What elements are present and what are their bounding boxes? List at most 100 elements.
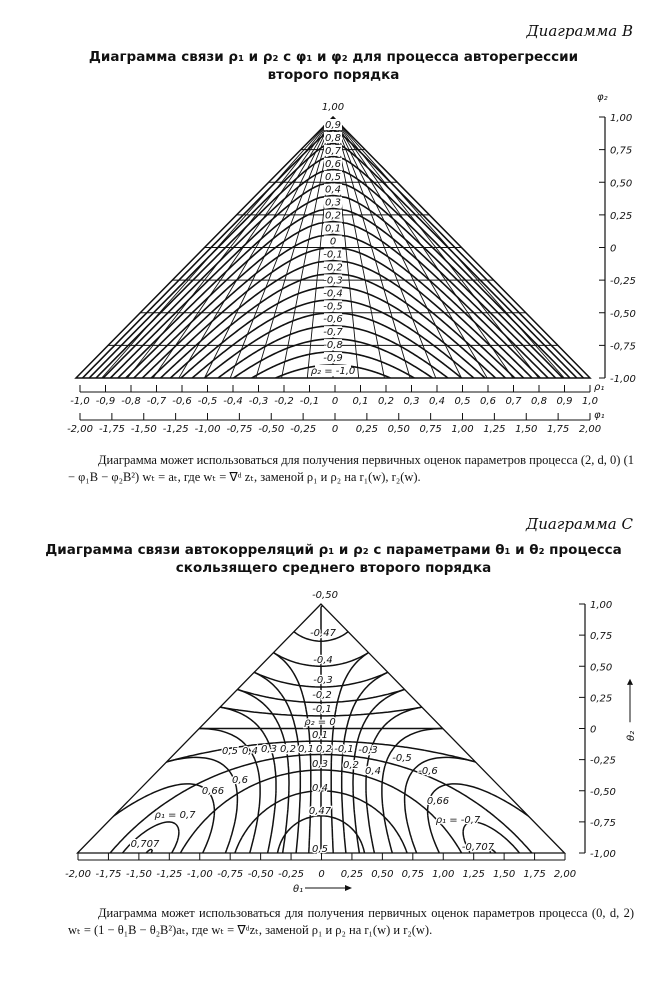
theta1-tick-label: -1,50 bbox=[126, 869, 152, 880]
contour-label: 0,5 bbox=[222, 746, 238, 757]
theta1-tick-label: 0,25 bbox=[341, 869, 363, 880]
phi1-tick-label: -1,75 bbox=[99, 424, 125, 435]
rho2-contour bbox=[88, 142, 578, 378]
rho2-contour bbox=[251, 351, 415, 378]
phi1-tick-label: -1,25 bbox=[163, 424, 189, 435]
rho1-contour bbox=[178, 117, 334, 378]
phi1-tick-label: -0,25 bbox=[290, 424, 316, 435]
rho1-tick-label: 0,1 bbox=[353, 396, 369, 407]
rho2-contour bbox=[180, 285, 486, 378]
rho2-label: ρ₂ = -1,0 bbox=[311, 366, 356, 377]
contour-label: 0,4 bbox=[312, 783, 328, 794]
contour-label: -0,47 bbox=[310, 628, 337, 639]
rho2-label: -0,1 bbox=[323, 249, 343, 260]
rho2-contour bbox=[133, 220, 533, 378]
rho2-contour bbox=[81, 129, 585, 378]
rho2-contour bbox=[125, 207, 541, 378]
rho2-label-bg bbox=[324, 170, 342, 182]
phi2-tick-label: 0,75 bbox=[610, 146, 632, 157]
rho1-tick-label: -0,2 bbox=[274, 396, 294, 407]
theta1-tick-label: 1,75 bbox=[523, 869, 545, 880]
rho2-label-bg bbox=[324, 222, 342, 234]
rho2-label: -0,2 bbox=[323, 262, 343, 273]
theta2-tick-label: 0,75 bbox=[590, 631, 612, 642]
rho1-tick-label: -0,3 bbox=[249, 396, 269, 407]
theta1-tick-label: 1,00 bbox=[432, 869, 454, 880]
phi1-tick-label: 2,00 bbox=[579, 424, 601, 435]
rho1-axis-name: ρ₁ bbox=[594, 382, 604, 393]
contour-label: 0,2 bbox=[343, 760, 359, 771]
contour-label: 0,2 bbox=[316, 744, 332, 755]
diagram-b-title-line2: второго порядка bbox=[267, 67, 400, 83]
contour-label: ρ₁ = 0,7 bbox=[155, 810, 197, 821]
rho2-label: -0,8 bbox=[323, 340, 343, 351]
theta2-tick-label: 0,50 bbox=[590, 662, 612, 673]
theta2-tick-label: -0,25 bbox=[590, 756, 616, 767]
contour-label: 0,3 bbox=[312, 759, 328, 770]
diagram-b-title: Диаграмма связи ρ₁ и ρ₂ с φ₁ и φ₂ для пр… bbox=[0, 48, 667, 84]
rho1-tick-label: 0,6 bbox=[480, 396, 496, 407]
diagram-b-note: Диаграмма может использоваться для получ… bbox=[68, 452, 634, 486]
rho1-tick-label: 0,3 bbox=[404, 396, 420, 407]
rho1-contour bbox=[332, 117, 462, 378]
theta1-tick-label: 1,50 bbox=[493, 869, 515, 880]
rho2-label-bg bbox=[324, 261, 342, 273]
rho2-contour bbox=[95, 155, 571, 378]
contour-label: 0,47 bbox=[309, 806, 332, 817]
theta1-tick-label: -1,00 bbox=[187, 869, 213, 880]
apex-label: 1,00 bbox=[322, 102, 344, 113]
rho2-label-bg bbox=[324, 287, 342, 299]
phi1-tick-label: -0,50 bbox=[258, 424, 284, 435]
contour-label: -0,1 bbox=[334, 744, 354, 755]
rho2-label-bg bbox=[324, 183, 342, 195]
theta2-axis-name: θ₂ bbox=[626, 731, 637, 741]
phi2-tick-label: 0 bbox=[610, 244, 616, 255]
contour-label: ρ₁ = -0,7 bbox=[436, 815, 481, 826]
rho2-label: 0 bbox=[330, 237, 336, 248]
rho2-label-bg bbox=[324, 274, 342, 286]
contour-label: 0,5 bbox=[312, 844, 328, 855]
diagram-b-label: Диаграмма B bbox=[526, 22, 633, 40]
theta2-tick-label: 0,25 bbox=[590, 693, 612, 704]
contour-label: 0,66 bbox=[427, 796, 449, 807]
rho2-label-bg bbox=[324, 326, 342, 338]
rho2-label: 0,2 bbox=[325, 211, 341, 222]
phi2-tick-label: 0,25 bbox=[610, 211, 632, 222]
rho1-tick-label: -0,9 bbox=[96, 396, 116, 407]
rho2-label-bg bbox=[324, 313, 342, 325]
rho2-label: 0,1 bbox=[325, 224, 341, 235]
contour-label: 0,6 bbox=[232, 775, 248, 786]
contour-label: -0,6 bbox=[418, 766, 438, 777]
contour-label: 0,3 bbox=[261, 744, 277, 755]
rho2-label-bg bbox=[324, 339, 342, 351]
rho1-tick-label: 0,4 bbox=[429, 396, 445, 407]
rho2-label: -0,4 bbox=[323, 288, 343, 299]
phi1-tick-label: 0,50 bbox=[388, 424, 410, 435]
contour-label: -0,3 bbox=[313, 675, 333, 686]
rho2-contour bbox=[160, 259, 506, 378]
phi1-tick-label: -2,00 bbox=[67, 424, 93, 435]
phi1-tick-label: 0,25 bbox=[356, 424, 378, 435]
rho1-contour bbox=[332, 117, 488, 378]
theta1-tick-label: -2,00 bbox=[65, 869, 91, 880]
rho2-contour bbox=[141, 233, 525, 378]
rho2-label: 0,3 bbox=[325, 198, 341, 209]
theta1-tick-label: 0,75 bbox=[402, 869, 424, 880]
diagram-b-title-line1: Диаграмма связи ρ₁ и ρ₂ с φ₁ и φ₂ для пр… bbox=[88, 49, 579, 65]
rho2-label-bg bbox=[324, 352, 342, 364]
rho1-tick-label: -0,1 bbox=[300, 396, 320, 407]
contour-label: 0,707 bbox=[131, 839, 160, 850]
rho2-label: 0,7 bbox=[325, 146, 342, 157]
contour-label: 0,66 bbox=[202, 786, 224, 797]
diagram-c-chart: -0,50-0,47-0,4-0,3-0,2-0,1ρ₂ = 00,10,5 0,… bbox=[65, 589, 637, 895]
rho2-label: 0,4 bbox=[325, 185, 341, 196]
rho2-label: 0,5 bbox=[325, 172, 341, 183]
rho1-tick-label: -0,6 bbox=[172, 396, 192, 407]
theta1-tick-label: -1,75 bbox=[96, 869, 122, 880]
phi2-tick-label: -0,50 bbox=[610, 309, 636, 320]
rho2-contour bbox=[117, 194, 549, 378]
theta1-tick-label: -0,75 bbox=[217, 869, 243, 880]
phi1-tick-label: 1,50 bbox=[515, 424, 537, 435]
phi1-tick-label: 1,25 bbox=[483, 424, 505, 435]
